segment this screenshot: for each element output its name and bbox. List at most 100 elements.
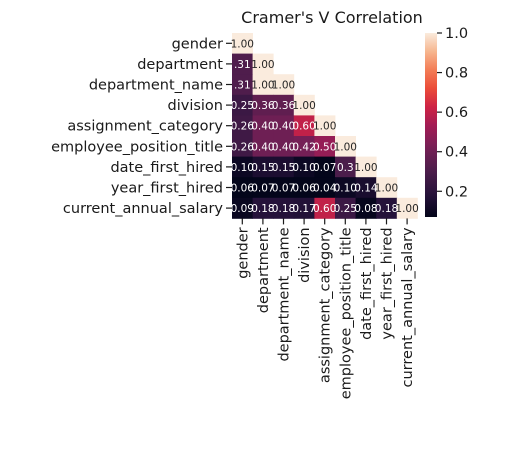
cell-annotation: 0.07 bbox=[313, 162, 336, 174]
cell-annotation: 0.09 bbox=[231, 203, 254, 215]
cell-annotation: 1.00 bbox=[395, 203, 418, 215]
heatmap-cell bbox=[252, 53, 274, 75]
heatmap-cell bbox=[252, 156, 274, 178]
heatmap-cell bbox=[232, 74, 253, 96]
cell-annotation: 0.50 bbox=[313, 141, 336, 153]
heatmap-cell bbox=[314, 197, 336, 219]
x-tick-label: department_name bbox=[277, 227, 293, 361]
y-tick-label: department_name bbox=[89, 78, 223, 94]
cell-annotation: 0.18 bbox=[272, 203, 295, 215]
cell-annotation: 0.26 bbox=[231, 121, 255, 133]
heatmap-cell bbox=[273, 177, 295, 199]
heatmap-cell bbox=[335, 197, 356, 219]
heatmap-cell bbox=[252, 94, 274, 116]
x-tick-label: current_annual_salary bbox=[400, 227, 416, 387]
cell-annotation: 0.25 bbox=[334, 203, 357, 215]
cell-annotation: 1.00 bbox=[375, 183, 398, 195]
cell-annotation: 0.07 bbox=[272, 183, 295, 195]
cell-annotation: 0.17 bbox=[292, 203, 315, 215]
y-tick-label: gender bbox=[172, 36, 223, 52]
cell-annotation: 0.18 bbox=[251, 203, 274, 215]
heatmap-cell bbox=[314, 136, 336, 157]
cell-annotation: 1.00 bbox=[231, 38, 254, 50]
cell-annotation: 1.00 bbox=[251, 59, 274, 71]
cell-annotation: 0.15 bbox=[251, 162, 274, 174]
cell-annotation: 0.18 bbox=[375, 203, 398, 215]
x-tick-label: department bbox=[256, 227, 272, 313]
heatmap-cell bbox=[314, 115, 336, 137]
cell-annotation: 1.00 bbox=[251, 80, 274, 92]
cell-annotation: 0.10 bbox=[231, 162, 254, 174]
colorbar-tick-label: 0.6 bbox=[445, 105, 468, 121]
x-tick-label: date_first_hired bbox=[359, 227, 375, 340]
cell-annotation: 0.26 bbox=[231, 141, 255, 153]
colorbar-gradient bbox=[425, 33, 437, 217]
colorbar-tick-label: 1.0 bbox=[445, 26, 468, 42]
cell-annotation: 0.06 bbox=[231, 183, 255, 195]
heatmap-cells bbox=[232, 33, 418, 219]
heatmap-cell bbox=[376, 177, 398, 199]
heatmap-cell bbox=[252, 197, 274, 219]
heatmap-cell bbox=[355, 177, 377, 199]
heatmap-cell bbox=[293, 136, 315, 157]
heatmap-cell bbox=[335, 136, 356, 157]
heatmap-cell bbox=[273, 115, 295, 137]
heatmap-cell bbox=[273, 136, 295, 157]
cell-annotation: 1.00 bbox=[292, 100, 315, 112]
colorbar: 0.2 0.4 0.6 0.8 1.0 bbox=[425, 26, 468, 217]
cell-annotation: 1.00 bbox=[334, 141, 357, 153]
cell-annotation: 1.00 bbox=[313, 121, 336, 133]
cell-annotation: 0.40 bbox=[272, 141, 295, 153]
heatmap-cell bbox=[355, 156, 377, 178]
y-tick-label: current_annual_salary bbox=[63, 201, 223, 217]
heatmap-cell bbox=[273, 94, 295, 116]
cell-annotation: 0.40 bbox=[251, 121, 274, 133]
heatmap-cell bbox=[252, 74, 274, 96]
cell-annotation: 0.36 bbox=[251, 100, 275, 112]
colorbar-tick-label: 0.2 bbox=[445, 184, 468, 200]
y-tick-label: assignment_category bbox=[67, 119, 223, 135]
heatmap-cell bbox=[335, 177, 356, 199]
cell-annotation: 0.40 bbox=[251, 141, 274, 153]
y-axis-ticks: gender department department_name division a… bbox=[51, 36, 232, 217]
cell-annotation: 0.25 bbox=[231, 100, 254, 112]
cell-annotation: 0.42 bbox=[292, 141, 315, 153]
heatmap-cell bbox=[293, 197, 315, 219]
heatmap-cell bbox=[314, 177, 336, 199]
cell-annotation: 1.00 bbox=[272, 80, 295, 92]
x-tick-label: assignment_category bbox=[318, 227, 334, 383]
cell-annotation: 0.10 bbox=[334, 183, 357, 195]
heatmap-cell bbox=[232, 156, 253, 178]
cell-annotation: 0.04 bbox=[313, 183, 337, 195]
heatmap-cell bbox=[293, 94, 315, 116]
heatmap-cell bbox=[232, 136, 253, 157]
heatmap-cell bbox=[232, 33, 253, 54]
cell-annotation: .31 bbox=[234, 80, 251, 92]
heatmap-cell bbox=[376, 197, 398, 219]
heatmap-cell bbox=[293, 177, 315, 199]
colorbar-tick-label: 0.8 bbox=[445, 66, 468, 82]
heatmap-cell bbox=[252, 115, 274, 137]
cell-annotation: 0.14 bbox=[354, 183, 378, 195]
cell-annotation: 1.00 bbox=[354, 162, 377, 174]
y-tick-label: employee_position_title bbox=[51, 139, 223, 155]
heatmap-cell bbox=[293, 156, 315, 178]
chart-title: Cramer's V Correlation bbox=[241, 8, 423, 27]
x-axis-ticks: gender department department_name division a… bbox=[235, 218, 416, 399]
cell-annotation: 0.36 bbox=[272, 100, 296, 112]
cell-annotation: 0.40 bbox=[272, 121, 295, 133]
heatmap-cell bbox=[273, 156, 295, 178]
heatmap-cell bbox=[232, 115, 253, 137]
y-tick-label: date_first_hired bbox=[110, 160, 223, 176]
cell-annotation: 0.10 bbox=[292, 162, 315, 174]
heatmap-cell bbox=[273, 74, 295, 96]
heatmap-cell bbox=[252, 136, 274, 157]
cell-annotation: 0.60 bbox=[313, 203, 336, 215]
cell-annotation: 0.07 bbox=[251, 183, 274, 195]
heatmap-cell bbox=[232, 94, 253, 116]
heatmap-annotations: 1.00.31 1.00.31 1.001.000.250.360.361.000.… bbox=[231, 38, 419, 215]
heatmap-cell bbox=[396, 197, 418, 219]
cell-annotation: 0.06 bbox=[292, 183, 316, 195]
